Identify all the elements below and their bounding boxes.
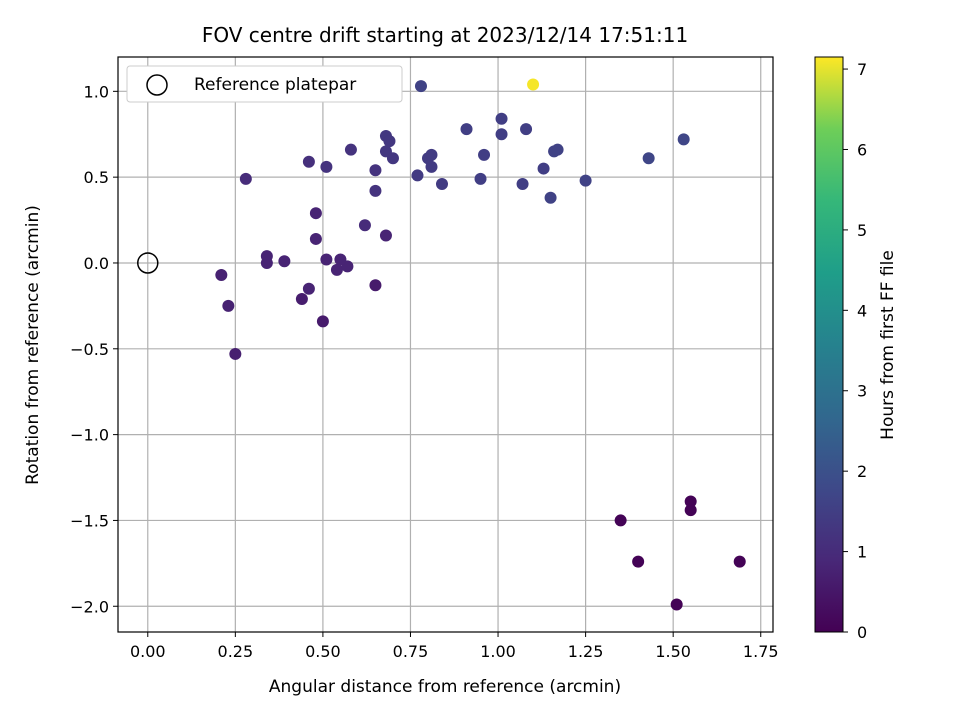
- scatter-point: [369, 184, 382, 197]
- scatter-point: [425, 160, 438, 173]
- scatter-point: [260, 250, 273, 263]
- legend-label-reference: Reference platepar: [194, 75, 356, 95]
- scatter-point: [474, 172, 487, 185]
- scatter-point: [229, 347, 242, 360]
- scatter-point: [320, 253, 333, 266]
- colorbar-tick-label: 5: [857, 221, 867, 240]
- scatter-point: [344, 143, 357, 156]
- y-tick-label: −2.0: [70, 597, 109, 616]
- scatter-point: [684, 504, 697, 517]
- x-tick-label: 1.00: [480, 642, 516, 661]
- legend-box: [126, 65, 403, 103]
- colorbar-tick-label: 3: [857, 382, 867, 401]
- scatter-point: [579, 174, 592, 187]
- x-tick-label: 1.50: [655, 642, 691, 661]
- y-tick-label: −1.5: [70, 511, 109, 530]
- plot-frame: [117, 56, 774, 633]
- scatter-point: [320, 160, 333, 173]
- colorbar: [815, 57, 843, 632]
- scatter-point: [379, 229, 392, 242]
- x-axis-label: Angular distance from reference (arcmin): [269, 677, 621, 697]
- colorbar-label: Hours from first FF file: [878, 250, 898, 440]
- scatter-point: [478, 148, 491, 161]
- scatter-point: [278, 255, 291, 268]
- x-tick-label: 0.75: [393, 642, 429, 661]
- scatter-point: [544, 191, 557, 204]
- x-tick-label: 0.25: [218, 642, 254, 661]
- scatter-point: [222, 299, 235, 312]
- scatter-point: [527, 78, 540, 91]
- scatter-point: [537, 162, 550, 175]
- y-tick-label: 1.0: [84, 82, 109, 101]
- scatter-point: [295, 293, 308, 306]
- scatter-point: [330, 263, 343, 276]
- colorbar-tick-label: 1: [857, 543, 867, 562]
- data-points: [137, 78, 746, 611]
- scatter-point: [520, 123, 533, 136]
- scatter-point: [239, 172, 252, 185]
- scatter-point: [369, 279, 382, 292]
- y-tick-label: 0.0: [84, 254, 109, 273]
- scatter-point: [316, 315, 329, 328]
- scatter-point: [516, 178, 529, 191]
- colorbar-tick-label: 4: [857, 301, 867, 320]
- scatter-point: [302, 282, 315, 295]
- scatter-point: [495, 128, 508, 141]
- scatter-point: [495, 112, 508, 125]
- x-tick-label: 1.25: [568, 642, 604, 661]
- scatter-point: [425, 148, 438, 161]
- reference-point: [137, 252, 159, 274]
- scatter-point: [435, 178, 448, 191]
- scatter-point: [309, 232, 322, 245]
- colorbar-tick-label: 2: [857, 462, 867, 481]
- scatter-point: [309, 207, 322, 220]
- y-tick-label: −1.0: [70, 426, 109, 445]
- x-tick-label: 1.75: [743, 642, 779, 661]
- colorbar-tick-label: 0: [857, 623, 867, 642]
- colorbar-frame: [814, 56, 844, 633]
- scatter-point: [632, 555, 645, 568]
- scatter-point: [302, 155, 315, 168]
- scatter-point: [460, 123, 473, 136]
- grid: [118, 57, 773, 632]
- colorbar-ticks: 0 1 2 3 4 5 6 7: [843, 60, 867, 642]
- scatter-point: [614, 514, 627, 527]
- scatter-point: [670, 598, 683, 611]
- scatter-point: [334, 253, 347, 266]
- scatter-point: [358, 219, 371, 232]
- scatter-point: [684, 495, 697, 508]
- scatter-point: [642, 152, 655, 165]
- x-tick-label: 0.50: [305, 642, 341, 661]
- x-tick-label: 0.00: [130, 642, 166, 661]
- scatter-point: [386, 152, 399, 165]
- scatter-point: [411, 169, 424, 182]
- scatter-point: [215, 268, 228, 281]
- scatter-point: [369, 164, 382, 177]
- colorbar-tick-label: 7: [857, 60, 867, 79]
- legend: Reference platepar: [126, 65, 403, 103]
- y-axis-ticks: 1.0 0.5 0.0 −0.5 −1.0 −1.5 −2.0: [70, 82, 118, 616]
- chart-title: FOV centre drift starting at 2023/12/14 …: [202, 23, 688, 47]
- y-tick-label: 0.5: [84, 168, 109, 187]
- scatter-point: [551, 143, 564, 156]
- colorbar-tick-label: 6: [857, 140, 867, 159]
- scatter-point: [733, 555, 746, 568]
- legend-marker-reference: [146, 74, 168, 96]
- scatter-point: [677, 133, 690, 146]
- scatter-point: [383, 135, 396, 148]
- x-axis-ticks: 0.00 0.25 0.50 0.75 1.00 1.25 1.50 1.75: [130, 632, 779, 661]
- y-tick-label: −0.5: [70, 340, 109, 359]
- scatter-point: [414, 80, 427, 93]
- y-axis-label: Rotation from reference (arcmin): [23, 205, 43, 485]
